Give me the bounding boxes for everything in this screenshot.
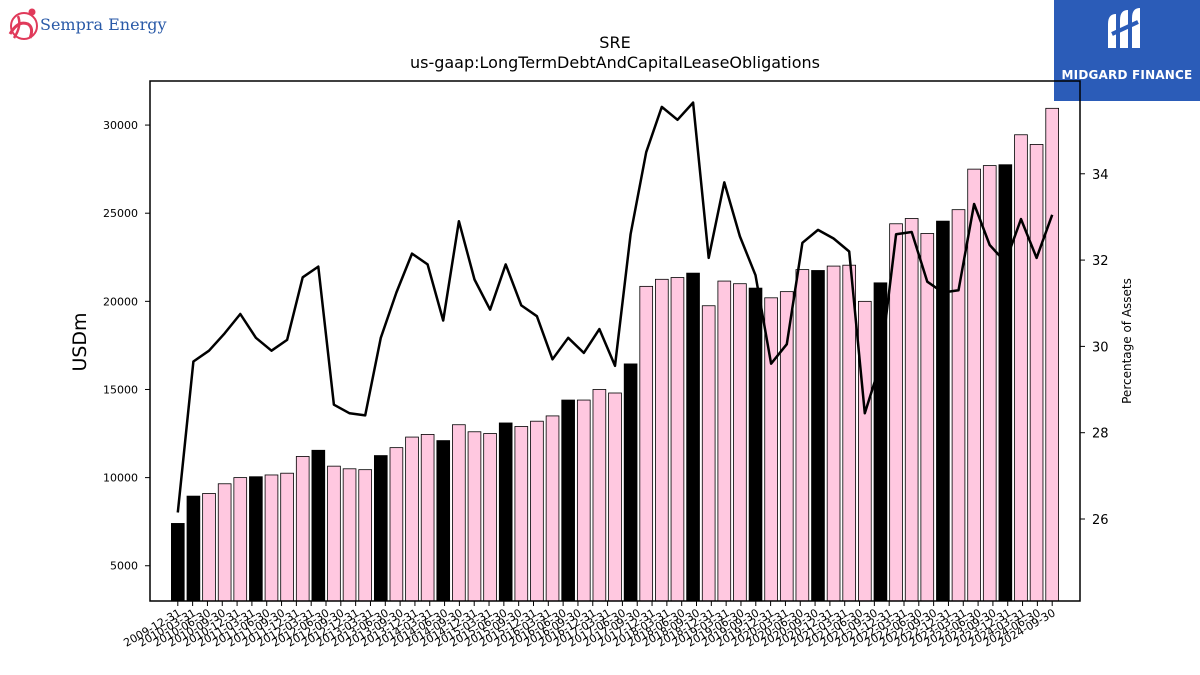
bar	[498, 422, 513, 602]
bar	[576, 399, 591, 602]
y-axis-label-left: USDm	[69, 312, 91, 371]
bar	[858, 300, 872, 602]
bar	[623, 363, 638, 602]
bar	[358, 469, 372, 602]
bar	[530, 420, 544, 602]
bar-series	[171, 107, 1059, 602]
bar	[280, 472, 294, 602]
bar	[1045, 107, 1059, 602]
chart-subtitle: us-gaap:LongTermDebtAndCapitalLeaseOblig…	[410, 53, 820, 72]
bar	[592, 389, 607, 602]
bar	[217, 483, 232, 602]
bar	[420, 434, 435, 602]
bar	[686, 272, 700, 602]
y-tick-label-left: 10000	[103, 472, 138, 485]
bar	[1029, 144, 1044, 602]
y-tick-label-left: 5000	[110, 560, 138, 573]
bar	[249, 476, 263, 602]
y-tick-label-left: 30000	[103, 119, 138, 132]
bar	[171, 523, 185, 602]
bar	[405, 436, 419, 602]
bar	[202, 493, 216, 602]
bar	[733, 283, 747, 602]
sempra-swirl-icon	[8, 8, 38, 40]
bar	[655, 278, 669, 602]
bar	[936, 220, 950, 602]
bar	[483, 433, 497, 602]
bar	[701, 305, 716, 602]
sempra-energy-wordmark: Sempra Energy	[40, 15, 167, 34]
bar	[436, 440, 451, 602]
y-tick-label-right: 28	[1092, 427, 1109, 442]
sempra-energy-logo	[4, 4, 184, 48]
bar	[826, 265, 841, 602]
bar	[295, 456, 310, 602]
bar	[514, 426, 529, 602]
bar	[186, 495, 201, 602]
bar	[795, 269, 810, 602]
bar	[373, 455, 388, 602]
bar	[264, 474, 279, 602]
bar	[904, 218, 919, 602]
midgard-finance-logo: MIDGARD FINANCE	[1054, 0, 1200, 101]
bar	[311, 449, 326, 602]
y-tick-label-right: 34	[1092, 168, 1109, 183]
axes: 5000100001500020000250003000026283032342…	[103, 80, 1109, 650]
bar	[608, 392, 622, 602]
bar	[545, 415, 560, 602]
bar	[639, 285, 654, 602]
y-tick-label-right: 30	[1092, 340, 1109, 355]
bar	[1014, 134, 1028, 602]
y-axis-label-right: Percentage of Assets	[1120, 278, 1134, 404]
bar	[748, 287, 763, 602]
bar	[233, 477, 248, 602]
y-tick-label-left: 20000	[103, 295, 138, 308]
chart-title: SRE	[599, 33, 630, 52]
bar	[327, 465, 341, 602]
bar	[342, 468, 357, 602]
midgard-emblem-icon	[1108, 8, 1140, 48]
bar	[920, 233, 935, 602]
y-tick-label-left: 25000	[103, 207, 138, 220]
line-series	[176, 101, 1054, 513]
plot-frame	[149, 80, 1081, 602]
midgard-finance-wordmark: MIDGARD FINANCE	[1061, 68, 1193, 82]
bar	[389, 447, 404, 602]
assets-percentage-line	[176, 101, 1054, 513]
bar	[998, 164, 1013, 602]
bar	[561, 399, 575, 602]
y-tick-label-right: 32	[1092, 254, 1109, 269]
bar	[452, 424, 466, 602]
bar	[717, 280, 732, 602]
y-tick-label-left: 15000	[103, 383, 138, 396]
bar	[842, 264, 857, 602]
bar	[670, 277, 685, 602]
bar	[811, 270, 825, 602]
bar	[467, 431, 482, 602]
y-tick-label-right: 26	[1092, 513, 1109, 528]
